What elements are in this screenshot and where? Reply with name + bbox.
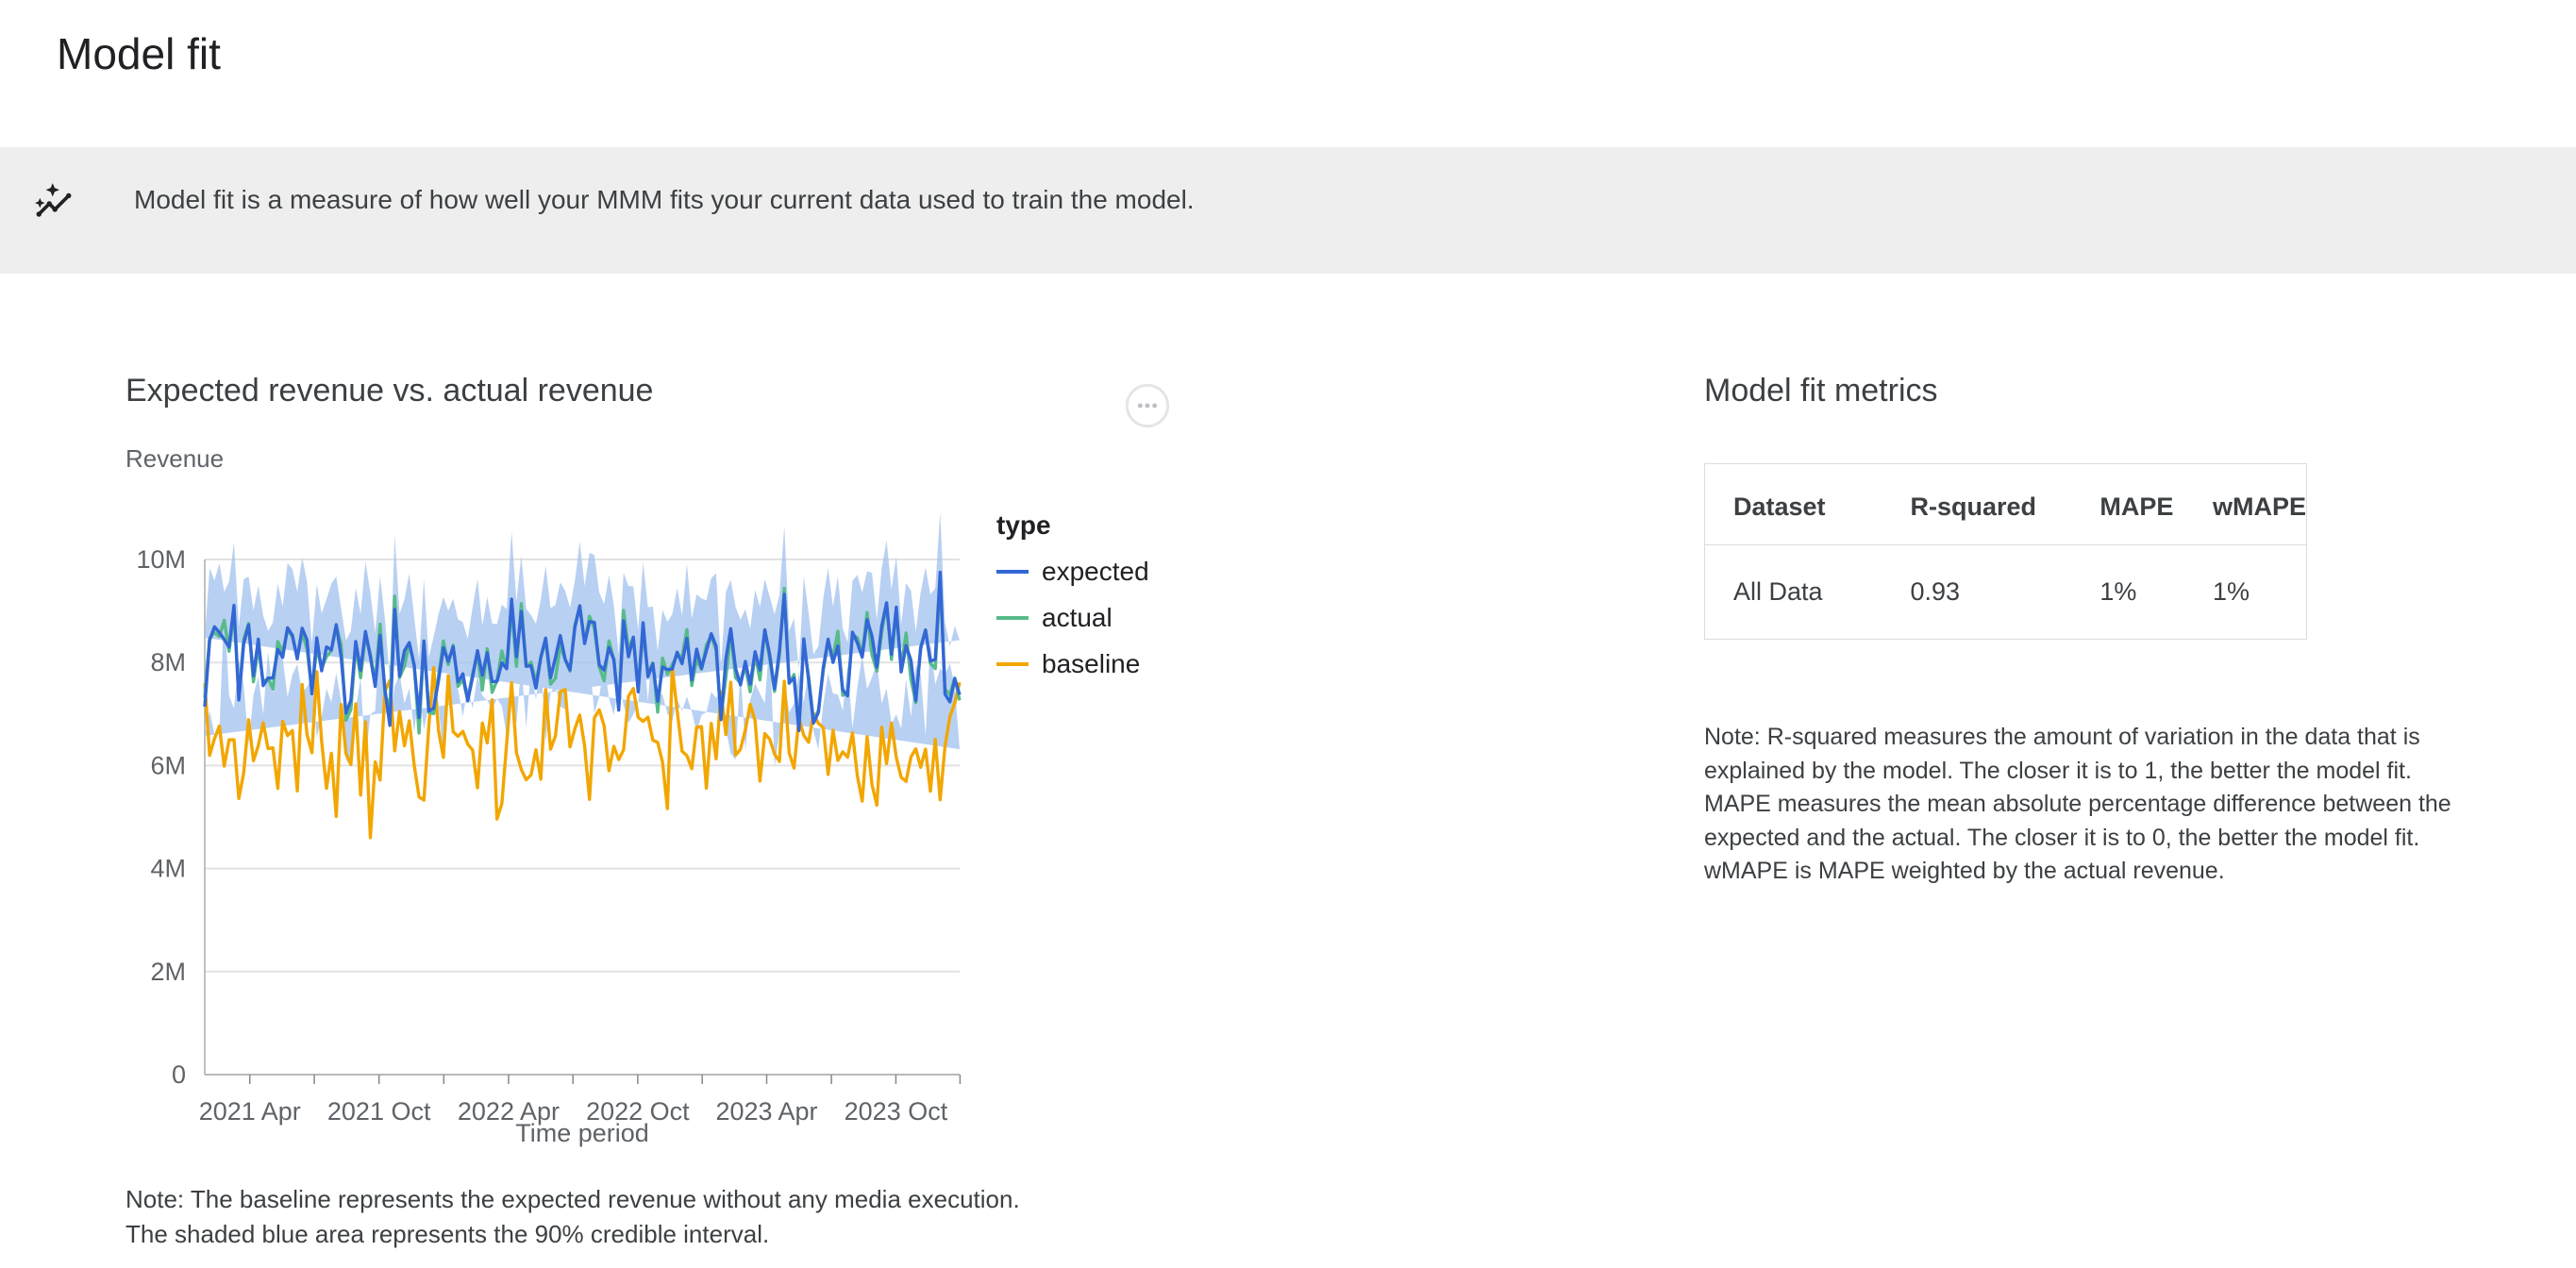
svg-text:2021 Apr: 2021 Apr xyxy=(199,1097,301,1126)
svg-text:0: 0 xyxy=(172,1060,186,1089)
svg-text:Time period: Time period xyxy=(515,1119,649,1147)
svg-text:2023 Apr: 2023 Apr xyxy=(715,1097,817,1126)
svg-text:6M: 6M xyxy=(150,751,186,779)
svg-text:2M: 2M xyxy=(150,958,186,986)
svg-text:2023 Oct: 2023 Oct xyxy=(845,1097,948,1126)
svg-text:10M: 10M xyxy=(136,545,186,574)
svg-text:4M: 4M xyxy=(150,855,186,883)
svg-text:8M: 8M xyxy=(150,648,186,676)
svg-text:2021 Oct: 2021 Oct xyxy=(327,1097,431,1126)
